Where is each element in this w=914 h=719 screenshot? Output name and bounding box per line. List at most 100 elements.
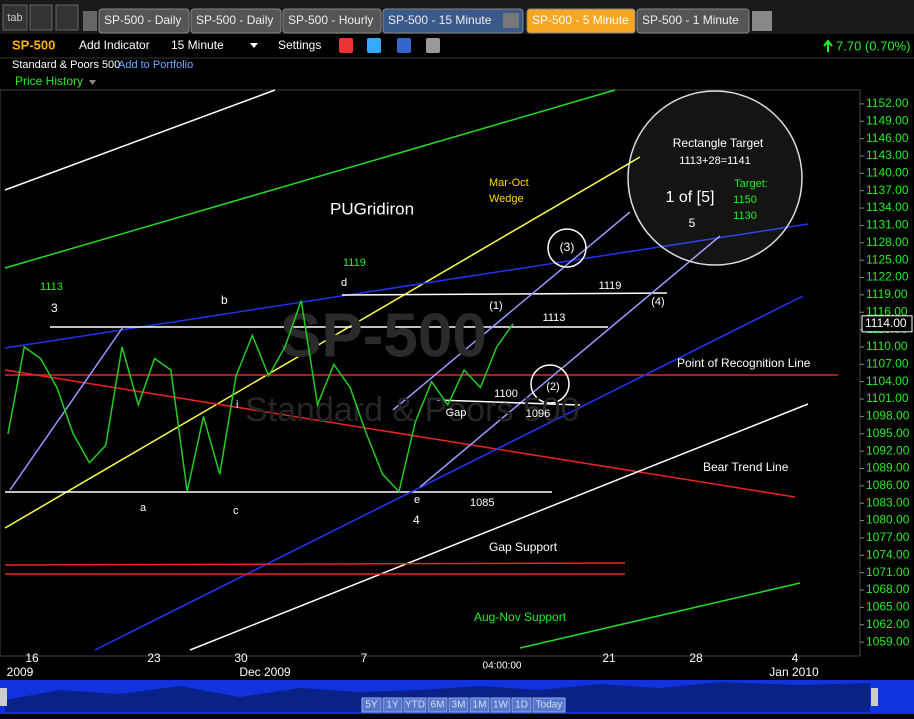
y-tick-label: 1110.00	[866, 339, 908, 353]
range-label[interactable]: 1W	[493, 700, 509, 711]
tab[interactable]	[382, 8, 524, 34]
tab[interactable]	[526, 8, 636, 34]
range-button[interactable]	[532, 697, 566, 713]
annotation: Wedge	[489, 193, 524, 205]
range-button[interactable]	[511, 697, 532, 713]
period-label: Jan 2010	[769, 665, 819, 679]
tab[interactable]	[636, 8, 750, 34]
layout-button[interactable]	[55, 4, 79, 31]
annotation: c	[233, 505, 239, 517]
range-button[interactable]	[490, 697, 511, 713]
range-label[interactable]: 1Y	[386, 700, 399, 711]
trend-line	[94, 295, 804, 651]
menu-label: tab	[7, 12, 22, 24]
y-tick-label: 1089.00	[866, 461, 910, 475]
menu-button[interactable]	[2, 4, 28, 31]
range-button[interactable]	[403, 697, 427, 713]
annotation: Bear Trend Line	[703, 460, 789, 474]
tool-icon[interactable]	[339, 38, 353, 53]
new-tab[interactable]	[752, 11, 772, 31]
scroll-handle[interactable]	[0, 688, 7, 706]
y-tick-label: 1098.00	[866, 409, 910, 423]
range-button[interactable]	[382, 697, 403, 713]
range-button[interactable]	[427, 697, 448, 713]
tab[interactable]	[190, 8, 282, 34]
tab-label: SP-500 - 1 Minute	[642, 13, 739, 27]
tab[interactable]	[98, 8, 190, 34]
range-label[interactable]: 5Y	[365, 700, 378, 711]
tool-icon[interactable]	[397, 38, 411, 53]
tool-icon[interactable]	[367, 38, 381, 53]
tool-icon[interactable]	[426, 38, 440, 53]
y-tick-label: 1131.00	[866, 218, 909, 232]
y-tick-label: 1143.00	[866, 148, 909, 162]
range-button[interactable]	[448, 697, 469, 713]
annotation: 1113	[40, 281, 63, 293]
trend-line	[419, 235, 721, 488]
range-label[interactable]: 1M	[473, 700, 487, 711]
x-tick-label: 30	[234, 651, 248, 665]
trend-line	[189, 403, 809, 651]
watermark: Standard & Poors 500	[245, 391, 580, 429]
annotation: d	[341, 277, 347, 289]
interval[interactable]: 15 Minute	[171, 38, 224, 52]
annotation: 1085	[470, 497, 494, 509]
annotation: 1 of [5]	[666, 189, 715, 206]
range-button[interactable]	[361, 697, 382, 713]
target-circle	[627, 90, 803, 266]
history-arrow	[89, 80, 96, 85]
y-tick-label: 1122.00	[866, 270, 909, 284]
tab-label: SP-500 - Daily	[196, 13, 273, 27]
annotation: Aug-Nov Support	[474, 610, 567, 624]
trend-line	[4, 89, 616, 269]
annotation: 1096	[526, 408, 550, 420]
y-tick-label: 1083.00	[866, 495, 910, 509]
annotation: 1113	[543, 312, 566, 324]
annotation: Rectangle Target	[673, 136, 764, 150]
add-portfolio[interactable]: Add to Portfolio	[118, 59, 193, 71]
period-label: 2009	[7, 665, 34, 679]
annotation: Gap	[446, 407, 467, 419]
last-price-box	[861, 315, 913, 333]
settings[interactable]: Settings	[278, 38, 321, 52]
y-tick-label: 1065.00	[866, 600, 910, 614]
y-tick-label: 1086.00	[866, 478, 910, 492]
add-indicator[interactable]: Add Indicator	[79, 38, 150, 52]
trend-line	[392, 211, 631, 411]
period-label: Dec 2009	[239, 665, 291, 679]
annotation: (3)	[560, 240, 575, 254]
range-label[interactable]: YTD	[405, 700, 425, 711]
y-tick-label: 1104.00	[866, 374, 909, 388]
y-tick-label: 1140.00	[866, 166, 909, 180]
annotation: (1)	[489, 300, 502, 312]
x-tick-label: 21	[602, 651, 616, 665]
price-line	[7, 300, 514, 494]
trend-line	[4, 89, 276, 191]
y-tick-label: 1137.00	[866, 183, 909, 197]
y-tick-label: 1116.00	[866, 304, 908, 318]
annotation: Point of Recognition Line	[677, 356, 811, 370]
tab[interactable]	[282, 8, 382, 34]
dropdown[interactable]	[83, 11, 97, 31]
annotation: 4	[413, 513, 420, 527]
annotation: 1150	[733, 194, 757, 206]
range-label[interactable]: Today	[536, 700, 563, 711]
range-label[interactable]: 1D	[515, 700, 528, 711]
annotation: 5	[689, 216, 696, 230]
layout-button[interactable]	[29, 4, 53, 31]
range-label[interactable]: 3M	[452, 700, 466, 711]
watermark: SP-500	[280, 301, 487, 370]
trend-line	[519, 582, 801, 649]
y-tick-label: 1101.00	[866, 391, 909, 405]
y-tick-label: 1128.00	[866, 235, 909, 249]
symbol: SP-500	[12, 37, 55, 52]
range-button[interactable]	[469, 697, 490, 713]
close-tab[interactable]	[503, 13, 519, 28]
annotation: i	[236, 399, 238, 411]
price-history[interactable]: Price History	[15, 74, 83, 88]
annotation: 1130	[733, 210, 757, 222]
name: Standard & Poors 500	[12, 59, 120, 71]
range-label[interactable]: 6M	[431, 700, 445, 711]
scroll-handle[interactable]	[871, 688, 878, 706]
